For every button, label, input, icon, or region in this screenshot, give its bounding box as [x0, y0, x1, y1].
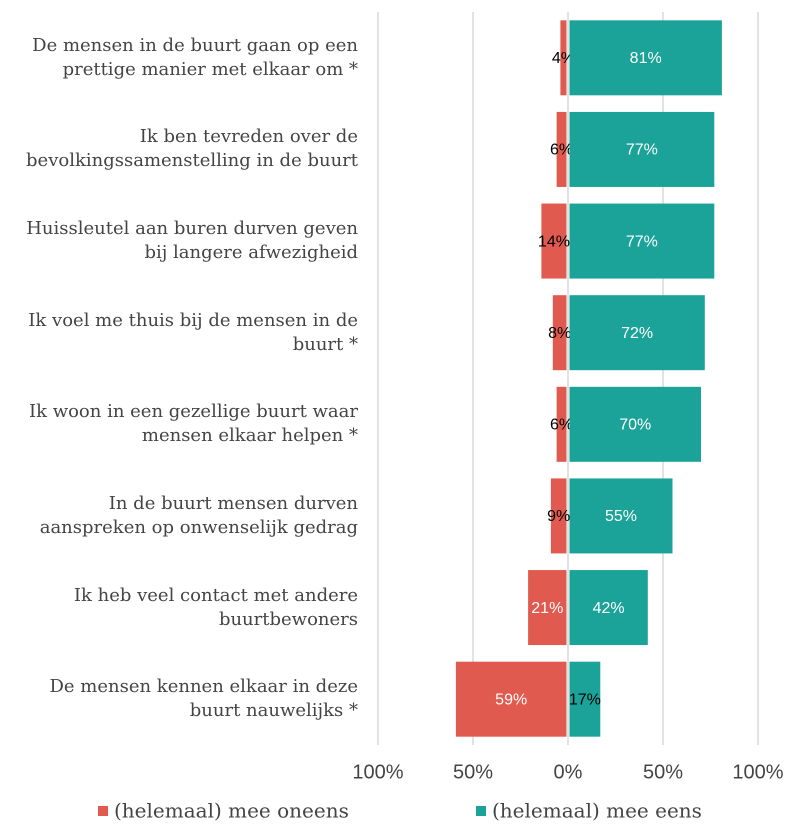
bar: [455, 661, 567, 737]
value-label: 14%: [538, 233, 570, 250]
value-label: 21%: [531, 600, 563, 617]
value-label: 9%: [547, 508, 570, 525]
x-tick-label: 100%: [352, 761, 403, 783]
value-label: 6%: [550, 417, 573, 434]
bar: [569, 661, 601, 737]
bar: [552, 295, 567, 371]
category-label: De mensen in de buurt gaan op een pretti…: [32, 34, 358, 80]
bar: [550, 478, 567, 554]
legend-swatch: [476, 806, 486, 816]
category-label: In de buurt mensen durven aanspreken op …: [39, 492, 358, 538]
value-label: 59%: [495, 691, 527, 708]
value-label: 77%: [626, 233, 658, 250]
value-label: 72%: [621, 325, 653, 342]
value-label: 81%: [630, 50, 662, 67]
bar: [569, 478, 673, 554]
x-tick-label: 0%: [554, 761, 583, 783]
x-tick-label: 50%: [453, 761, 493, 783]
category-label: Ik ben tevreden over de bevolkingssamens…: [26, 126, 358, 172]
bar: [569, 111, 715, 187]
category-label: De mensen kennen elkaar in deze buurt na…: [49, 676, 358, 722]
bar: [569, 386, 701, 462]
x-tick-label: 50%: [643, 761, 683, 783]
bar: [569, 570, 648, 646]
legend-label: (helemaal) mee oneens: [114, 799, 349, 823]
value-label: 42%: [593, 600, 625, 617]
category-label: Ik voel me thuis bij de mensen in de buu…: [28, 309, 358, 355]
bar: [560, 20, 567, 96]
category-label: Huissleutel aan buren durven geven bij l…: [26, 218, 358, 264]
value-label: 6%: [550, 142, 573, 159]
value-label: 8%: [548, 325, 571, 342]
value-label: 70%: [619, 417, 651, 434]
category-label: Ik heb veel contact met andere buurtbewo…: [73, 584, 358, 630]
legend-swatch: [98, 806, 108, 816]
category-label: Ik woon in een gezellige buurt waar mens…: [28, 401, 358, 447]
bar: [556, 386, 567, 462]
bar: [569, 203, 715, 279]
bar: [541, 203, 567, 279]
bar: [528, 570, 567, 646]
value-label: 77%: [626, 142, 658, 159]
legend-label: (helemaal) mee eens: [492, 799, 702, 823]
value-label: 4%: [552, 50, 575, 67]
value-label: 17%: [569, 691, 601, 708]
bar: [556, 111, 567, 187]
x-tick-label: 100%: [732, 761, 783, 783]
bar: [569, 20, 722, 96]
value-label: 55%: [605, 508, 637, 525]
bar: [569, 295, 705, 371]
